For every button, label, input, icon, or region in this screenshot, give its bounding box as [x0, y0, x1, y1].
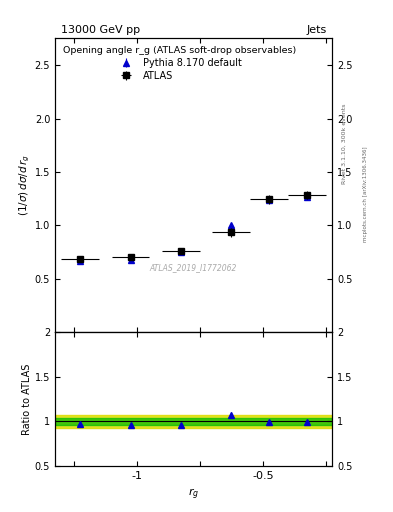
Text: mcplots.cern.ch [arXiv:1306.3436]: mcplots.cern.ch [arXiv:1306.3436] [363, 147, 368, 242]
Text: Jets: Jets [306, 26, 327, 35]
Text: 13000 GeV pp: 13000 GeV pp [61, 26, 140, 35]
Legend: Pythia 8.170 default, ATLAS: Pythia 8.170 default, ATLAS [60, 43, 299, 84]
Y-axis label: $(1/\sigma)\,d\sigma/d\,r_g$: $(1/\sigma)\,d\sigma/d\,r_g$ [17, 155, 32, 217]
Text: Rivet 3.1.10, 300k events: Rivet 3.1.10, 300k events [342, 103, 346, 184]
Y-axis label: Ratio to ATLAS: Ratio to ATLAS [22, 364, 32, 435]
Text: ATLAS_2019_I1772062: ATLAS_2019_I1772062 [150, 263, 237, 272]
X-axis label: $r_g$: $r_g$ [188, 486, 199, 502]
